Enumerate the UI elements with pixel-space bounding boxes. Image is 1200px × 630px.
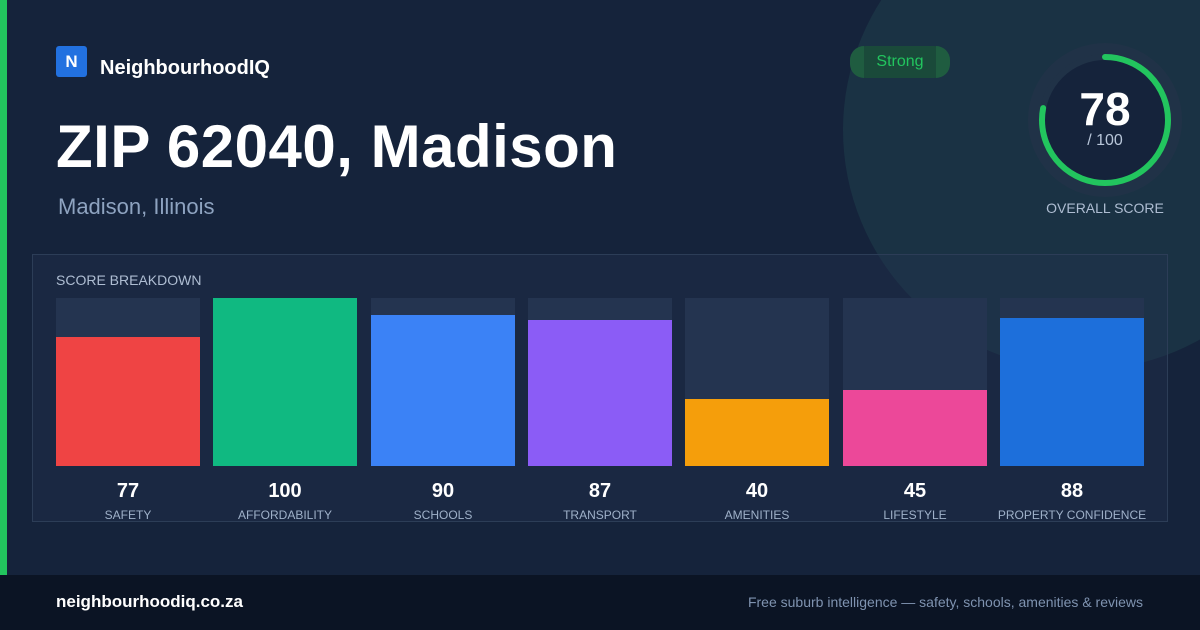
bar-affordability	[213, 298, 357, 466]
bar-track-property-confidence	[1000, 298, 1144, 466]
bar-label-safety: SAFETY	[104, 508, 152, 522]
overall-score-label: OVERALL SCORE	[1046, 200, 1164, 216]
bar-value-lifestyle: 45	[903, 480, 927, 502]
score-ring	[1039, 54, 1171, 186]
score-breakdown-title: SCORE BREAKDOWN	[56, 272, 202, 288]
bar-value-affordability: 100	[268, 480, 302, 502]
bar-label-transport: TRANSPORT	[563, 508, 637, 522]
bar-schools	[371, 314, 515, 466]
score-ring-progress	[1039, 54, 1171, 186]
footer: neighbourhoodiq.co.za Free suburb intell…	[0, 575, 1200, 630]
bar-label-affordability: AFFORDABILITY	[237, 508, 332, 522]
bar-safety	[56, 336, 200, 466]
overall-score-denominator: / 100	[1087, 132, 1123, 149]
bar-value-property-confidence: 88	[1060, 480, 1084, 502]
footer-site-link[interactable]: neighbourhoodiq.co.za	[56, 592, 243, 611]
brand-name: NeighbourhoodIQ	[100, 57, 270, 79]
bar-value-schools: 90	[431, 480, 455, 502]
page-title: ZIP 62040, Madison	[56, 113, 618, 180]
logo-icon: N	[56, 46, 87, 77]
bar-track-safety	[56, 298, 200, 466]
bar-value-safety: 77	[116, 480, 140, 502]
bar-amenities	[685, 398, 829, 466]
footer-tagline: Free suburb intelligence — safety, schoo…	[747, 594, 1143, 610]
bar-track-lifestyle	[843, 298, 987, 466]
bar-track-transport	[528, 298, 672, 466]
status-badge: Strong	[850, 46, 950, 78]
bar-label-property-confidence: PROPERTY CONFIDENCE	[997, 508, 1147, 522]
bar-track-amenities	[685, 298, 829, 466]
status-badge-label: Strong	[876, 53, 924, 70]
overall-score-value: 78	[1079, 83, 1131, 135]
bar-property-confidence	[1000, 318, 1144, 466]
card-main: N NeighbourhoodIQ ZIP 62040, Madison Mad…	[0, 0, 1200, 575]
page-subtitle: Madison, Illinois	[58, 194, 215, 219]
bar-label-schools: SCHOOLS	[413, 508, 473, 522]
bar-track-schools	[371, 298, 515, 466]
bar-value-transport: 87	[588, 480, 612, 502]
bar-track-affordability	[213, 298, 357, 466]
bar-transport	[528, 319, 672, 466]
bar-value-amenities: 40	[745, 480, 769, 502]
bar-label-amenities: AMENITIES	[724, 508, 790, 522]
bar-label-lifestyle: LIFESTYLE	[883, 508, 947, 522]
bar-lifestyle	[843, 390, 987, 466]
accent-stripe	[0, 0, 7, 575]
